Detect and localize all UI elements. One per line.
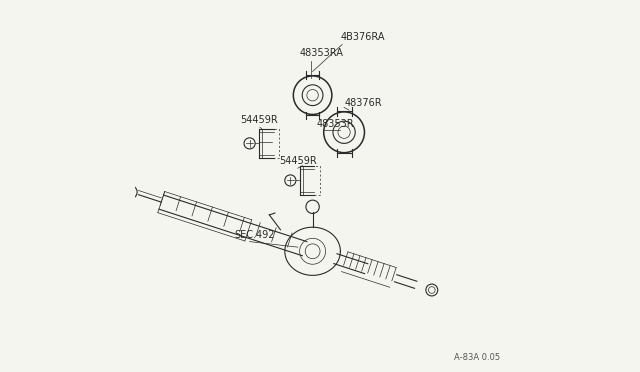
- Text: 4B376RA: 4B376RA: [340, 32, 385, 42]
- Text: A-83A 0.05: A-83A 0.05: [454, 353, 500, 362]
- Text: 48353R: 48353R: [316, 119, 354, 129]
- Text: SEC.492: SEC.492: [235, 230, 275, 240]
- Text: 54459R: 54459R: [240, 115, 278, 125]
- Text: 48376R: 48376R: [344, 98, 381, 108]
- Text: 48353RA: 48353RA: [300, 48, 344, 58]
- Text: 54459R: 54459R: [279, 155, 317, 166]
